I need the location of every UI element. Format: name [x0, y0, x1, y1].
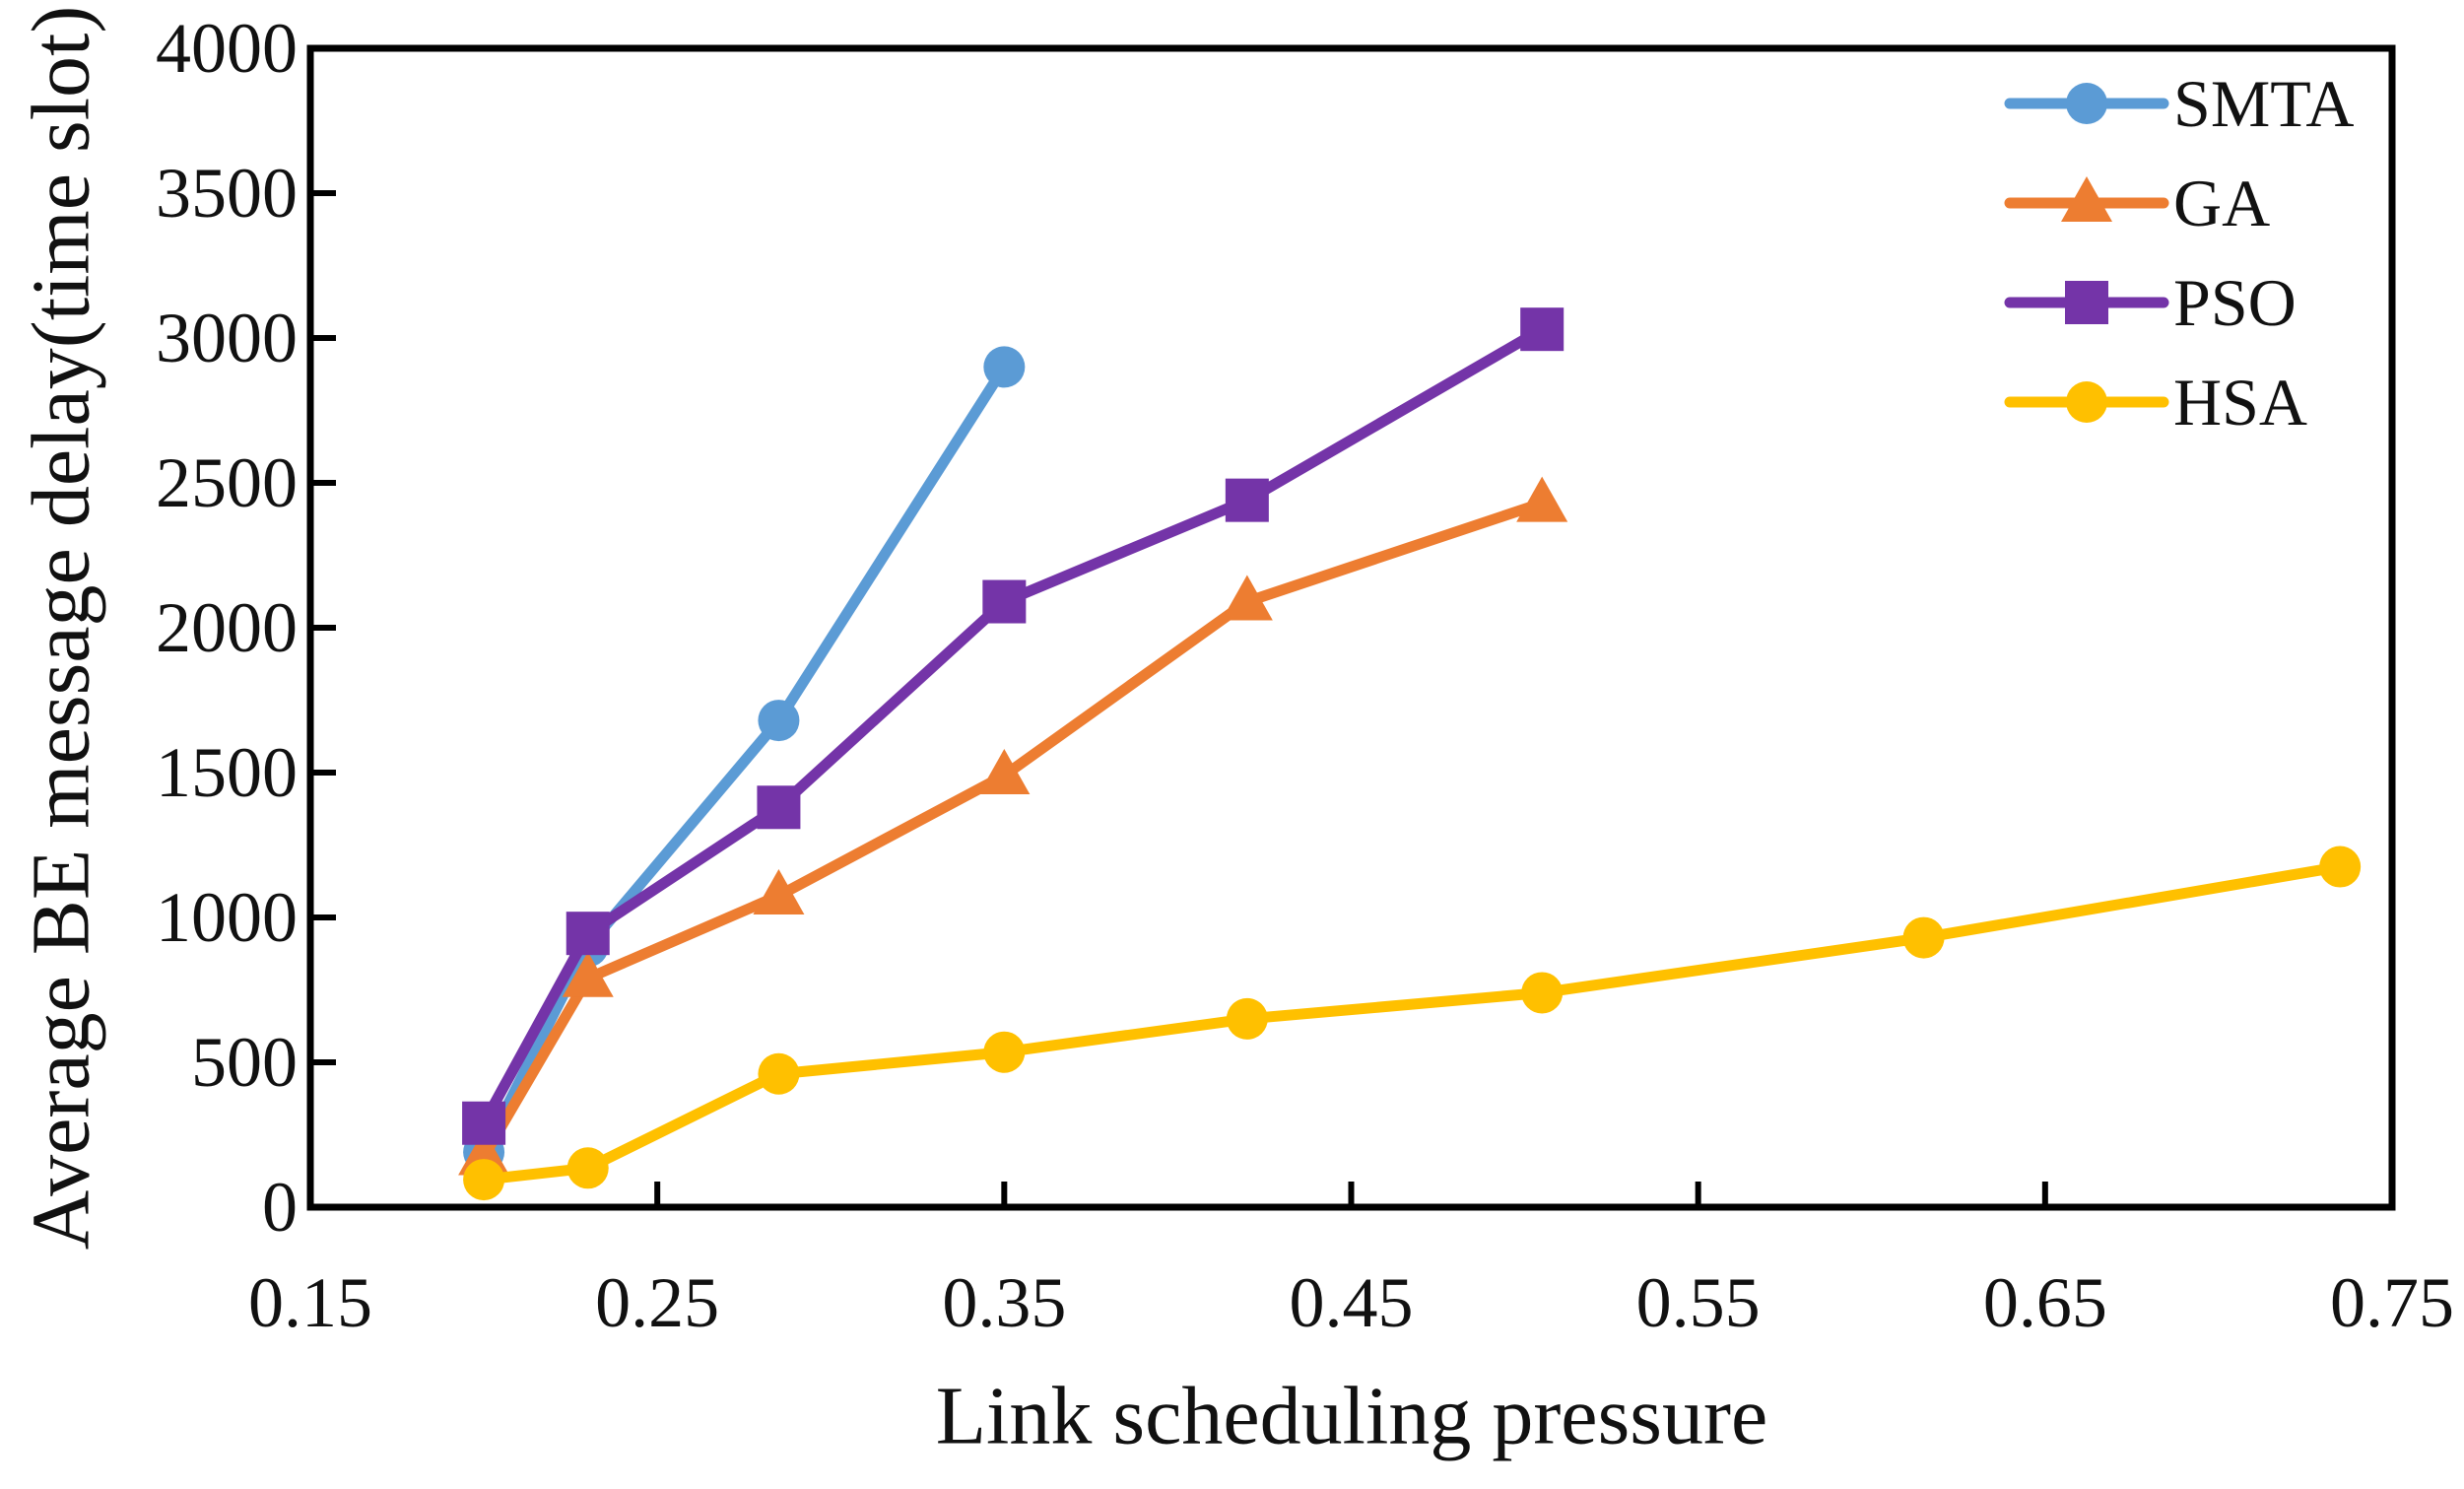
legend-marker-square — [2065, 281, 2108, 324]
marker-pso — [982, 579, 1027, 624]
series-line-smta — [478, 361, 1010, 1158]
marker-ga — [978, 748, 1031, 794]
marker-hsa — [2319, 846, 2362, 888]
x-tick-label: 0.65 — [1983, 1263, 2107, 1342]
marker-pso — [566, 912, 610, 956]
legend-item-hsa: HSA — [2004, 365, 2307, 440]
marker-hsa — [1521, 972, 1564, 1014]
marker-ga — [562, 951, 614, 997]
series-line-hsa — [478, 861, 2346, 1185]
marker-ga — [753, 868, 805, 914]
series-line-ga — [478, 498, 1548, 1163]
marker-hsa — [463, 1159, 505, 1201]
y-tick-label: 2000 — [156, 588, 298, 667]
y-tick-label: 1500 — [156, 733, 298, 812]
marker-pso — [757, 785, 801, 830]
marker-hsa — [983, 1031, 1026, 1073]
marker-hsa — [1902, 916, 1945, 959]
marker-hsa — [1226, 997, 1268, 1040]
legend-label: SMTA — [2173, 66, 2354, 141]
marker-ga — [1221, 575, 1273, 621]
legend-label: GA — [2173, 166, 2270, 240]
marker-pso — [1520, 307, 1565, 352]
y-tick-label: 3500 — [156, 154, 298, 233]
marker-smta — [983, 346, 1026, 388]
marker-hsa — [566, 1147, 609, 1189]
series-hsa — [463, 846, 2362, 1201]
series-ga — [458, 476, 1568, 1176]
y-tick-label: 500 — [191, 1023, 298, 1102]
x-tick-label: 0.25 — [595, 1263, 719, 1342]
y-tick-label: 3000 — [156, 299, 298, 377]
legend-item-smta: SMTA — [2004, 66, 2354, 141]
marker-hsa — [758, 1052, 800, 1095]
legend-item-ga: GA — [2004, 166, 2270, 240]
legend-marker-triangle — [2061, 176, 2112, 222]
x-tick-label: 0.55 — [1636, 1263, 1761, 1342]
y-tick-label: 1000 — [156, 878, 298, 957]
legend-label: HSA — [2173, 365, 2307, 440]
series-line-pso — [478, 323, 1548, 1129]
y-tick-label: 4000 — [156, 9, 298, 88]
legend-item-pso: PSO — [2004, 265, 2297, 340]
y-axis-title: Average BE message delay(time slot) — [16, 6, 107, 1251]
y-tick-label: 0 — [262, 1168, 298, 1247]
legend-label: PSO — [2173, 265, 2297, 340]
legend-marker-circle — [2066, 381, 2107, 423]
x-axis-title: Link scheduling pressure — [936, 1371, 1767, 1462]
marker-ga — [1516, 476, 1568, 522]
marker-pso — [462, 1101, 506, 1145]
legend: SMTA GA PSO HSA — [2004, 66, 2354, 440]
x-tick-label: 0.15 — [248, 1263, 372, 1342]
legend-marker-circle — [2066, 83, 2107, 124]
y-tick-label: 2500 — [156, 443, 298, 522]
x-tick-label: 0.45 — [1290, 1263, 1414, 1342]
marker-pso — [1225, 478, 1269, 522]
axes-layer: 0 500 1000 1500 2000 2500 3000 3500 4000 0.15 0.25… — [156, 9, 2454, 1342]
plot-border — [306, 44, 2396, 1211]
series-layer — [458, 307, 2362, 1201]
series-pso — [462, 307, 1565, 1145]
marker-smta — [758, 700, 800, 742]
x-tick-label: 0.75 — [2330, 1263, 2454, 1342]
x-tick-label: 0.35 — [942, 1263, 1066, 1342]
